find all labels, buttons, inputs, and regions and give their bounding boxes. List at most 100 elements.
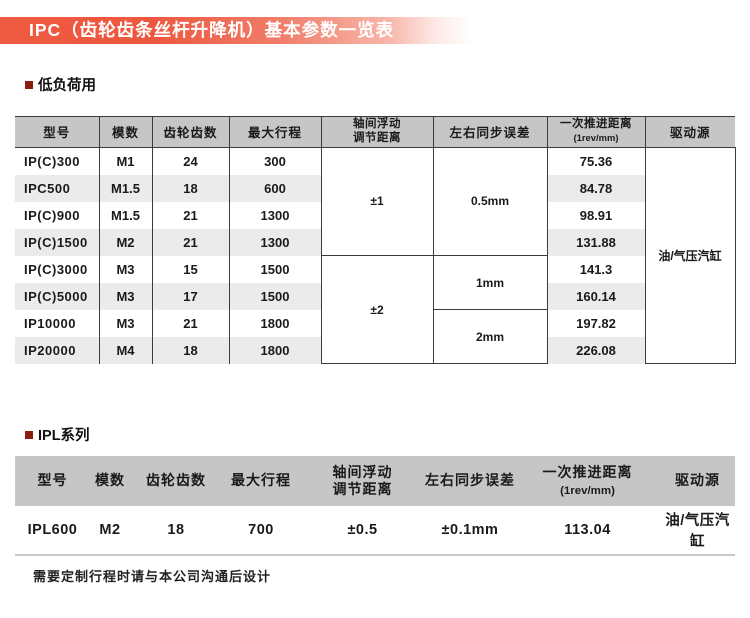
t1-cell-model: IP(C)3000 [15,255,99,283]
t1-cell-teeth: 21 [151,228,229,256]
header-line: 型号 [37,472,68,489]
t1-cell-teeth: 24 [151,147,229,175]
t1-cell-feed: 98.91 [546,201,645,229]
table-row: IP(C)300 M1 24 300 ±1 0.5mm 75.36 油/气压汽缸 [15,146,736,365]
red-square-bullet [25,80,33,89]
t1-cell-module: M1 [98,147,152,175]
t2-header-stroke: 最大行程 [222,456,300,507]
low-load-table-body: IP(C)300 M1 24 300 ±1 0.5mm 75.36 油/气压汽缸 IPC500 M… [15,146,736,365]
t1-cell-module: M2 [98,228,152,256]
header-line: (1rev/mm) [560,485,615,498]
t2-header-teeth: 齿轮齿数 [130,456,222,507]
header-line: 一次推进距离 [542,463,633,480]
t1-header-float-adjust: 轴间浮动 调节距离 [320,116,433,148]
header-line: 驱动源 [675,472,720,489]
header-line: 调节距离 [353,131,401,144]
section-ipl: IPL系列 [25,424,750,445]
t1-cell-teeth: 21 [151,309,229,337]
t1-header-feed: 一次推进距离 (1rev/mm) [546,116,645,148]
t2-header-module: 模数 [90,456,130,507]
table-row: IP(C)1500 M2 21 1300 131.88 [15,228,735,256]
t1-cell-teeth: 18 [151,336,229,364]
t1-cell-stroke: 600 [228,174,321,202]
section-low-load: 低负荷用 [25,74,750,95]
table-row: IP(C)5000 M3 17 1500 160.14 [15,282,735,310]
t1-merged-drive: 油/气压汽缸 [644,146,736,365]
t1-cell-module: M3 [98,282,152,310]
t2-cell-model: IPL600 [15,506,90,557]
t1-cell-model: IP(C)5000 [15,282,99,310]
t1-cell-module: M3 [98,255,152,283]
t2-header-drive: 驱动源 [660,456,735,507]
t1-header-stroke: 最大行程 [228,116,321,148]
table-row: IP20000 M4 18 1800 226.08 [15,336,735,364]
t1-cell-stroke: 1500 [228,255,321,283]
t1-cell-feed: 131.88 [546,228,645,256]
t1-cell-teeth: 17 [151,282,229,310]
t1-cell-module: M1.5 [98,201,152,229]
header-line: 型号 [43,126,71,141]
t1-cell-stroke: 300 [228,147,321,175]
t1-cell-module: M3 [98,309,152,337]
t1-cell-stroke: 1800 [228,309,321,337]
t1-cell-model: IP10000 [15,309,99,337]
table-row: IP(C)3000 M3 15 1500 ±2 1mm 141.3 [15,255,735,365]
ipl-table-header: 型号 模数 齿轮齿数 最大行程 轴间浮动 调节距离 左右同步误差 一次推进距离 (1rev/mm… [15,456,735,507]
title-banner: IPC（齿轮齿条丝杆升降机）基本参数一览表 [0,17,750,44]
header-line: 轴间浮动 [353,118,401,130]
section-low-load-label: 低负荷用 [38,78,96,94]
t2-header-sync-error: 左右同步误差 [425,456,515,507]
t1-cell-teeth: 18 [151,174,229,202]
header-line: 轴间浮动 [332,463,393,480]
t1-cell-feed: 75.36 [546,147,645,175]
t1-cell-teeth: 15 [151,255,229,283]
t1-merged-sync-error: 0.5mm [432,146,548,257]
t1-header-teeth: 齿轮齿数 [151,116,229,148]
t1-cell-model: IPC500 [15,174,99,202]
t2-cell-stroke: 700 [222,506,300,557]
t2-cell-sync-error: ±0.1mm [425,506,515,557]
t1-cell-module: M1.5 [98,174,152,202]
header-line: 齿轮齿数 [146,472,206,489]
low-load-parameters-table: 型号 模数 齿轮齿数 最大行程 轴间浮动 调节距离 左右同步误差 一次推进距离 (1rev/mm… [15,116,736,365]
t1-merged-sync-error: 1mm [432,255,548,311]
t2-header-float-adjust: 轴间浮动 调节距离 [300,456,425,507]
page-title: IPC（齿轮齿条丝杆升降机）基本参数一览表 [29,20,395,40]
t1-cell-model: IP(C)1500 [15,228,99,256]
ipl-table-body: IPL600 M2 18 700 ±0.5 ±0.1mm 113.04 油/气压汽缸 [15,506,735,557]
header-line: 最大行程 [231,472,291,489]
t1-cell-stroke: 1300 [228,201,321,229]
t1-cell-feed: 226.08 [546,336,645,364]
header-line: 左右同步误差 [449,126,531,141]
header-line: 左右同步误差 [425,472,515,489]
t1-header-drive: 驱动源 [644,116,735,148]
t1-merged-float-adjust: ±1 [320,146,434,257]
table-row: IP10000 M3 21 1800 2mm 197.82 [15,309,735,365]
header-line: 驱动源 [669,126,711,141]
t2-cell-drive: 油/气压汽缸 [660,506,735,557]
t1-cell-teeth: 21 [151,201,229,229]
t1-cell-feed: 197.82 [546,309,645,337]
header-line: 调节距离 [332,481,393,498]
table-row: IPL600 M2 18 700 ±0.5 ±0.1mm 113.04 油/气压汽缸 [15,506,735,557]
t2-cell-module: M2 [90,506,130,557]
t1-header-module: 模数 [98,116,152,148]
header-line: 齿轮齿数 [163,126,218,141]
t2-cell-float-adjust: ±0.5 [300,506,425,557]
table-row: IP(C)900 M1.5 21 1300 98.91 [15,201,735,229]
t1-cell-model: IP(C)300 [15,147,99,175]
t1-cell-module: M4 [98,336,152,364]
header-line: 模数 [111,126,139,141]
t1-cell-stroke: 1500 [228,282,321,310]
t1-merged-sync-error: 2mm [432,309,548,365]
header-line: 最大行程 [247,126,302,141]
t1-cell-model: IP(C)900 [15,201,99,229]
custom-stroke-note: 需要定制行程时请与本公司沟通后设计 [33,569,272,585]
t1-cell-model: IP20000 [15,336,99,364]
t1-header-model: 型号 [15,116,99,148]
t1-cell-feed: 160.14 [546,282,645,310]
header-line: 模数 [95,472,125,489]
t1-merged-float-adjust: ±2 [320,255,434,365]
t1-header-sync-error: 左右同步误差 [432,116,547,148]
red-square-bullet [25,430,33,439]
